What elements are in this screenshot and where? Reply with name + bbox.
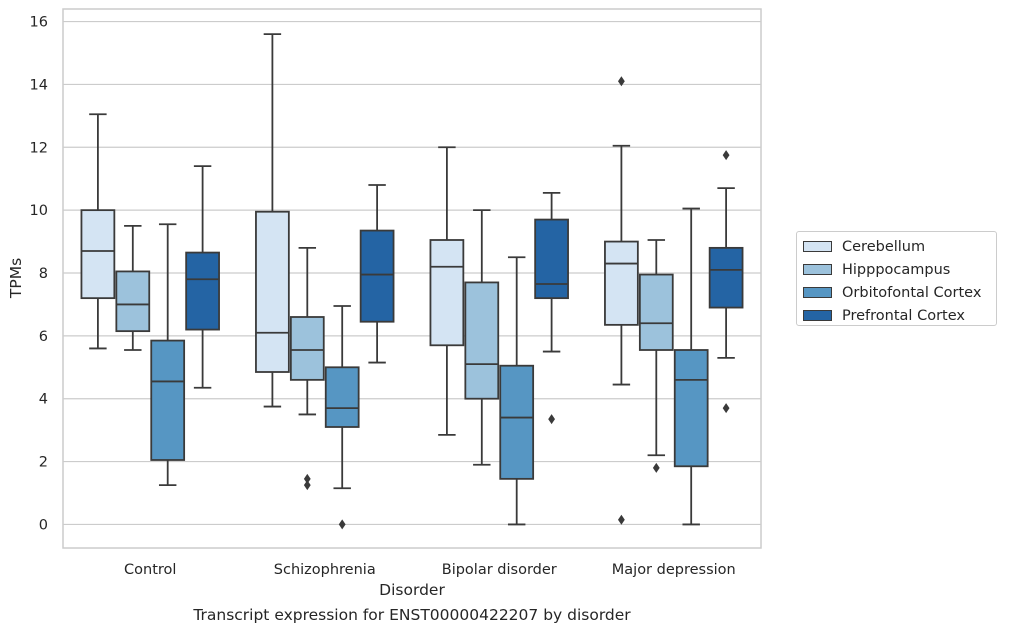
outlier-point xyxy=(722,150,730,161)
legend-label: Prefrontal Cortex xyxy=(842,307,965,324)
box-hipppocampus xyxy=(464,209,500,466)
box-iqr xyxy=(80,209,116,300)
y-tick-label: 14 xyxy=(30,77,48,93)
box-cerebellum xyxy=(80,113,116,350)
box-layer xyxy=(80,33,744,530)
legend-swatch xyxy=(803,264,832,275)
legend-item: Cerebellum xyxy=(803,235,996,258)
box-iqr xyxy=(534,218,569,300)
x-tick-label: Schizophrenia xyxy=(274,562,376,578)
box-hipppocampus xyxy=(638,239,674,473)
box-cerebellum xyxy=(429,146,465,436)
x-tick-labels: Control Schizophrenia Bipolar disorder Majo… xyxy=(124,562,736,578)
box-iqr xyxy=(604,240,639,326)
y-tick-label: 4 xyxy=(39,392,48,408)
box-hipppocampus xyxy=(289,246,325,491)
y-tick-label: 10 xyxy=(30,203,48,219)
legend-label: Orbitofontal Cortex xyxy=(842,284,982,301)
y-tick-label: 12 xyxy=(30,140,48,156)
outlier-point xyxy=(652,462,660,473)
box-iqr xyxy=(185,251,220,331)
box-hipppocampus xyxy=(115,224,151,351)
box-iqr xyxy=(255,210,290,373)
box-iqr xyxy=(673,349,709,468)
y-tick-label: 6 xyxy=(39,329,48,345)
outlier-point xyxy=(303,473,311,484)
legend-item: Orbitofontal Cortex xyxy=(803,281,996,304)
legend-swatch xyxy=(803,310,832,321)
box-iqr xyxy=(464,281,500,400)
box-prefrontal-cortex xyxy=(359,184,395,364)
outlier-point xyxy=(618,514,625,525)
y-tick-label: 16 xyxy=(30,15,48,31)
x-tick-label: Major depression xyxy=(612,562,736,578)
box-prefrontal-cortex xyxy=(534,191,569,425)
outlier-point xyxy=(303,480,311,491)
legend-label: Cerebellum xyxy=(842,238,926,255)
box-orbitofontal-cortex xyxy=(499,256,535,526)
box-prefrontal-cortex xyxy=(185,165,220,389)
x-tick-label: Control xyxy=(124,562,176,578)
legend-item: Prefrontal Cortex xyxy=(803,304,996,327)
plot-frame xyxy=(62,8,762,549)
box-iqr xyxy=(429,239,465,347)
box-iqr xyxy=(638,273,674,351)
box-orbitofontal-cortex xyxy=(673,207,709,526)
y-tick-label: 2 xyxy=(39,455,48,471)
x-tick-label: Bipolar disorder xyxy=(442,562,557,578)
box-iqr xyxy=(708,246,744,309)
box-orbitofontal-cortex xyxy=(150,223,186,487)
legend-swatch xyxy=(803,287,832,298)
y-axis-label: TPMs xyxy=(7,258,25,299)
box-iqr xyxy=(324,366,360,428)
legend-item: Hipppocampus xyxy=(803,258,996,281)
box-iqr xyxy=(359,229,395,323)
box-prefrontal-cortex xyxy=(708,150,744,414)
box-iqr xyxy=(499,364,535,480)
legend-label: Hipppocampus xyxy=(842,261,951,278)
box-iqr xyxy=(150,339,186,461)
box-iqr xyxy=(115,270,151,333)
legend: Cerebellum Hipppocampus Orbitofontal Corte… xyxy=(796,231,997,326)
outlier-point xyxy=(338,519,346,530)
box-cerebellum xyxy=(604,76,639,525)
y-tick-label: 0 xyxy=(39,517,48,533)
outlier-point xyxy=(548,414,555,425)
chart-caption: Transcript expression for ENST0000042220… xyxy=(193,606,631,624)
outlier-point xyxy=(618,76,625,87)
y-tick-labels: 0 2 4 6 8 10 12 14 16 xyxy=(30,15,48,534)
box-cerebellum xyxy=(255,33,290,408)
box-orbitofontal-cortex xyxy=(324,305,360,530)
box-iqr xyxy=(289,316,325,381)
legend-swatch xyxy=(803,241,832,252)
outlier-point xyxy=(722,403,730,414)
y-tick-label: 8 xyxy=(39,266,48,282)
x-axis-label: Disorder xyxy=(379,581,445,599)
